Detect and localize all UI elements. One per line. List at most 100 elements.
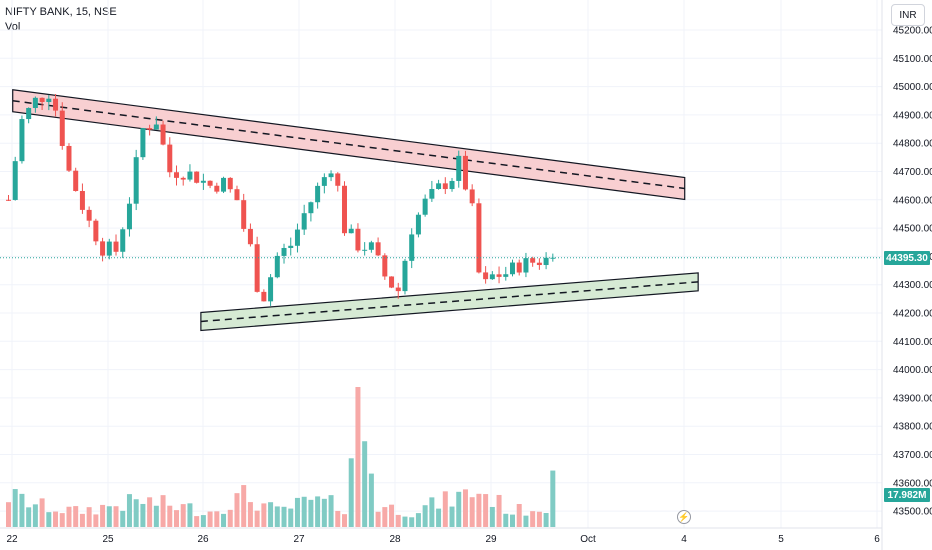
volume-bar	[174, 510, 179, 527]
candle-body	[503, 274, 509, 277]
candle-body	[395, 287, 401, 292]
volume-bar	[489, 506, 495, 527]
volume-bar	[53, 511, 59, 527]
candle-body	[6, 199, 11, 201]
candle-body	[207, 180, 213, 186]
price-tick-label: 43900.00	[893, 393, 932, 404]
time-tick-label: 5	[778, 534, 784, 545]
volume-bar	[436, 508, 442, 527]
candle-body	[308, 202, 314, 214]
volume-bar	[355, 387, 361, 527]
volume-bar	[153, 505, 159, 527]
candle-body	[39, 97, 45, 103]
volume-bar	[207, 511, 213, 527]
volume-bar	[348, 458, 354, 527]
candle-body	[355, 228, 361, 251]
volume-bar	[368, 473, 374, 527]
volume-bar	[46, 512, 52, 527]
price-tick-label: 43600.00	[893, 478, 932, 489]
currency-button[interactable]: INR	[891, 4, 925, 26]
candle-body	[476, 203, 482, 273]
candle-body	[274, 255, 280, 278]
volume-bar	[100, 504, 106, 527]
volume-bar	[39, 498, 45, 527]
trend-channels	[12, 89, 699, 332]
volume-bar	[315, 496, 321, 527]
candle-body	[422, 198, 428, 215]
candle-body	[194, 171, 200, 183]
candle-body	[496, 274, 502, 277]
volume-bar	[550, 470, 556, 527]
candle-body	[281, 247, 287, 256]
volume-bar	[301, 496, 307, 527]
candle-body	[59, 110, 65, 146]
candle-body	[536, 262, 542, 266]
volume-bar	[462, 489, 468, 527]
candle-body	[382, 255, 388, 277]
volume-bar	[536, 511, 542, 527]
candle-body	[106, 241, 112, 256]
volume-bar	[180, 504, 186, 527]
time-tick-label: 28	[389, 534, 401, 545]
price-tick-label: 43500.00	[893, 507, 932, 518]
candle-body	[321, 177, 327, 186]
candle-body	[247, 228, 253, 245]
candle-body	[389, 276, 395, 288]
volume-bar	[254, 510, 260, 527]
volume-bar	[106, 506, 112, 527]
volume-bar	[86, 507, 92, 527]
last-volume-badge: 17.982M	[884, 488, 930, 502]
volume-bar	[415, 513, 421, 527]
channel-midline	[12, 100, 685, 190]
volume-bar	[402, 516, 408, 527]
candle-body	[174, 172, 179, 178]
volume-bars	[6, 387, 556, 527]
grid-lines	[0, 0, 883, 550]
volume-bar	[510, 514, 515, 527]
volume-bar	[6, 502, 11, 527]
volume-bar	[422, 505, 428, 527]
price-tick-label: 44200.00	[893, 309, 932, 320]
candle-body	[221, 177, 227, 192]
candle-body	[315, 185, 321, 203]
volume-bar	[59, 513, 65, 527]
price-tick-label: 45100.00	[893, 54, 932, 65]
candle-body	[73, 170, 79, 191]
candle-body	[254, 244, 260, 292]
price-tick-label: 43800.00	[893, 422, 932, 433]
volume-bar	[147, 497, 153, 527]
volume-bar	[503, 513, 509, 527]
volume-bar	[167, 505, 173, 527]
volume-bar	[469, 497, 475, 527]
candle-body	[516, 262, 522, 273]
candle-body	[113, 241, 119, 252]
volume-bar	[247, 502, 253, 527]
lightning-icon[interactable]: ⚡	[677, 510, 691, 524]
time-tick-label: 26	[197, 534, 209, 545]
candle-body	[180, 177, 186, 180]
volume-bar	[274, 506, 280, 527]
time-tick-label: 4	[681, 534, 687, 545]
volume-bar	[221, 513, 227, 527]
price-tick-label: 44000.00	[893, 365, 932, 376]
volume-bar	[395, 514, 401, 527]
candle-body	[469, 189, 475, 204]
volume-bar	[483, 494, 489, 527]
candle-body	[261, 291, 267, 302]
candle-body	[523, 258, 529, 273]
volume-bar	[382, 507, 388, 527]
candle-body	[415, 214, 421, 235]
candles	[6, 94, 556, 306]
volume-bar	[113, 506, 119, 527]
candle-body	[402, 260, 408, 292]
volume-bar	[187, 503, 193, 527]
time-tick-label: 29	[485, 534, 497, 545]
price-tick-label: 44700.00	[893, 167, 932, 178]
volume-bar	[523, 515, 529, 527]
candle-body	[328, 173, 334, 178]
price-tick-label: 45000.00	[893, 82, 932, 93]
candle-body	[436, 183, 442, 189]
candle-body	[335, 173, 341, 186]
candle-body	[483, 272, 489, 280]
